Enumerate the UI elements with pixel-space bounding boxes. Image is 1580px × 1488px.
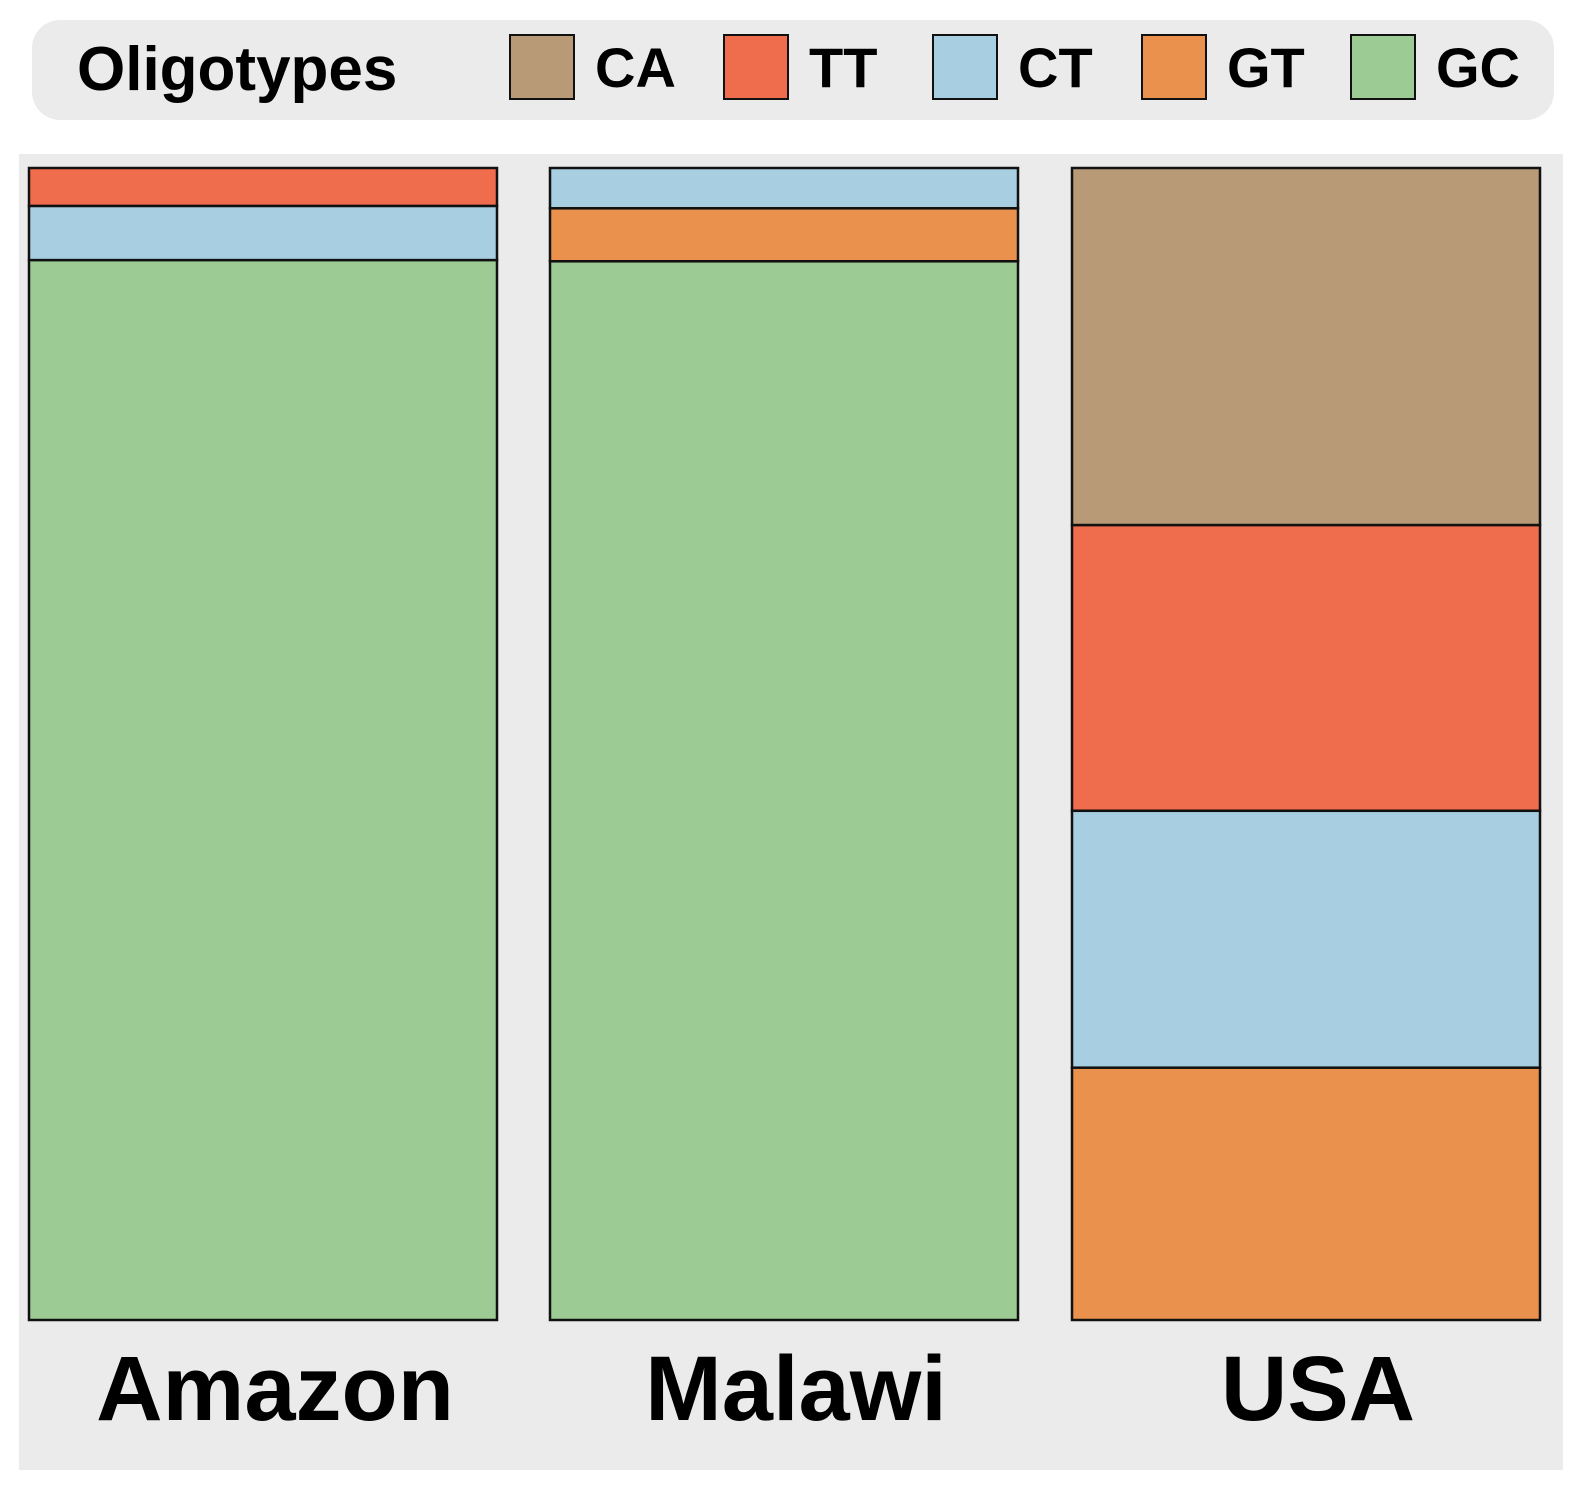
bar-segment-malawi-gc (548, 260, 1020, 1322)
legend-label-gt: GT (1227, 36, 1305, 99)
category-label-malawi: Malawi (645, 1338, 947, 1440)
legend: Oligotypes CA TT CT GT GC (32, 20, 1554, 120)
legend-title: Oligotypes (77, 35, 398, 104)
legend-swatch-gc (1350, 34, 1416, 100)
category-label-amazon: Amazon (96, 1338, 454, 1440)
bar-segment-usa-ct (1070, 809, 1542, 1069)
stacked-bar-chart: Amazon Malawi USA (27, 166, 1542, 1440)
legend-swatch-ca (509, 34, 575, 100)
chart-panel: Amazon Malawi USA (19, 154, 1563, 1470)
legend-swatch-gt (1141, 34, 1207, 100)
bar-segment-amazon-ct (27, 204, 499, 262)
legend-label-gc: GC (1436, 36, 1520, 99)
bar-segment-usa-ca (1070, 166, 1542, 527)
bar-segment-amazon-tt (27, 166, 499, 208)
category-label-usa: USA (1221, 1338, 1415, 1440)
legend-label-ca: CA (595, 36, 676, 99)
legend-swatch-tt (723, 34, 789, 100)
bar-segment-usa-tt (1070, 523, 1542, 813)
legend-swatch-ct (932, 34, 998, 100)
bar-segment-usa-gt (1070, 1066, 1542, 1322)
legend-label-tt: TT (809, 36, 878, 99)
legend-label-ct: CT (1018, 36, 1093, 99)
bar-segment-malawi-ct (548, 166, 1020, 210)
bar-segment-amazon-gc (27, 258, 499, 1322)
bar-segment-malawi-gt (548, 207, 1020, 263)
